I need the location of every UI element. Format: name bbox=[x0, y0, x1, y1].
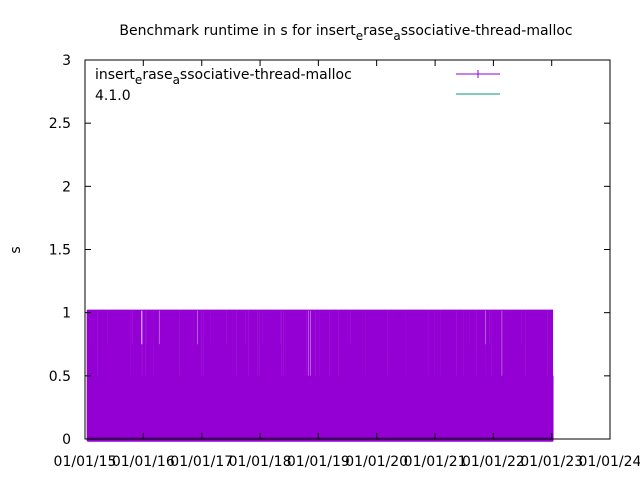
legend-entry-2-label: 4.1.0 bbox=[95, 88, 131, 104]
x-tick-label-2: 01/01/17 bbox=[170, 454, 233, 470]
y-tick-label-6: 3 bbox=[62, 53, 71, 69]
legend-entry-1-part-a: insert bbox=[95, 67, 135, 83]
legend-entry-1-part-e: ssociative-thread-malloc bbox=[180, 67, 352, 83]
y-tick-label-0: 0 bbox=[62, 432, 71, 448]
x-tick-label-0: 01/01/15 bbox=[54, 454, 117, 470]
y-axis-label: s bbox=[8, 246, 24, 253]
x-tick-label-5: 01/01/20 bbox=[345, 454, 408, 470]
x-tick-label-3: 01/01/18 bbox=[229, 454, 292, 470]
x-tick-label-4: 01/01/19 bbox=[287, 454, 350, 470]
x-ticks: 01/01/1501/01/1601/01/1701/01/1801/01/19… bbox=[54, 60, 640, 470]
legend-entry-1-part-b: e bbox=[135, 73, 142, 87]
chart-title-part-c: rase bbox=[363, 23, 393, 39]
chart-title-part-d: a bbox=[393, 29, 400, 43]
legend-entry-1-label: inserteraseassociative-thread-malloc bbox=[95, 67, 352, 87]
y-tick-label-2: 1 bbox=[62, 306, 71, 322]
legend-entry-1-part-d: a bbox=[173, 73, 180, 87]
x-tick-label-9: 01/01/24 bbox=[579, 454, 640, 470]
chart-title-part-b: e bbox=[356, 29, 363, 43]
y-tick-label-3: 1.5 bbox=[49, 243, 71, 259]
y-tick-label-5: 2.5 bbox=[49, 116, 71, 132]
chart-title: Benchmark runtime in s for inserteraseas… bbox=[119, 23, 572, 43]
legend: inserteraseassociative-thread-malloc 4.1… bbox=[95, 67, 500, 104]
x-tick-label-7: 01/01/22 bbox=[462, 454, 525, 470]
chart-title-part-e: ssociative-thread-malloc bbox=[401, 23, 573, 39]
y-ticks: 0 0.5 1 1.5 2 2.5 3 bbox=[49, 53, 610, 448]
x-tick-label-1: 01/01/16 bbox=[112, 454, 175, 470]
chart-title-part-a: Benchmark runtime in s for insert bbox=[119, 23, 356, 39]
y-tick-label-4: 2 bbox=[62, 179, 71, 195]
x-tick-label-8: 01/01/23 bbox=[520, 454, 583, 470]
plot-data bbox=[86, 309, 554, 442]
x-tick-label-6: 01/01/21 bbox=[404, 454, 467, 470]
legend-entry-1-part-c: rase bbox=[142, 67, 172, 83]
y-tick-label-1: 0.5 bbox=[49, 369, 71, 385]
